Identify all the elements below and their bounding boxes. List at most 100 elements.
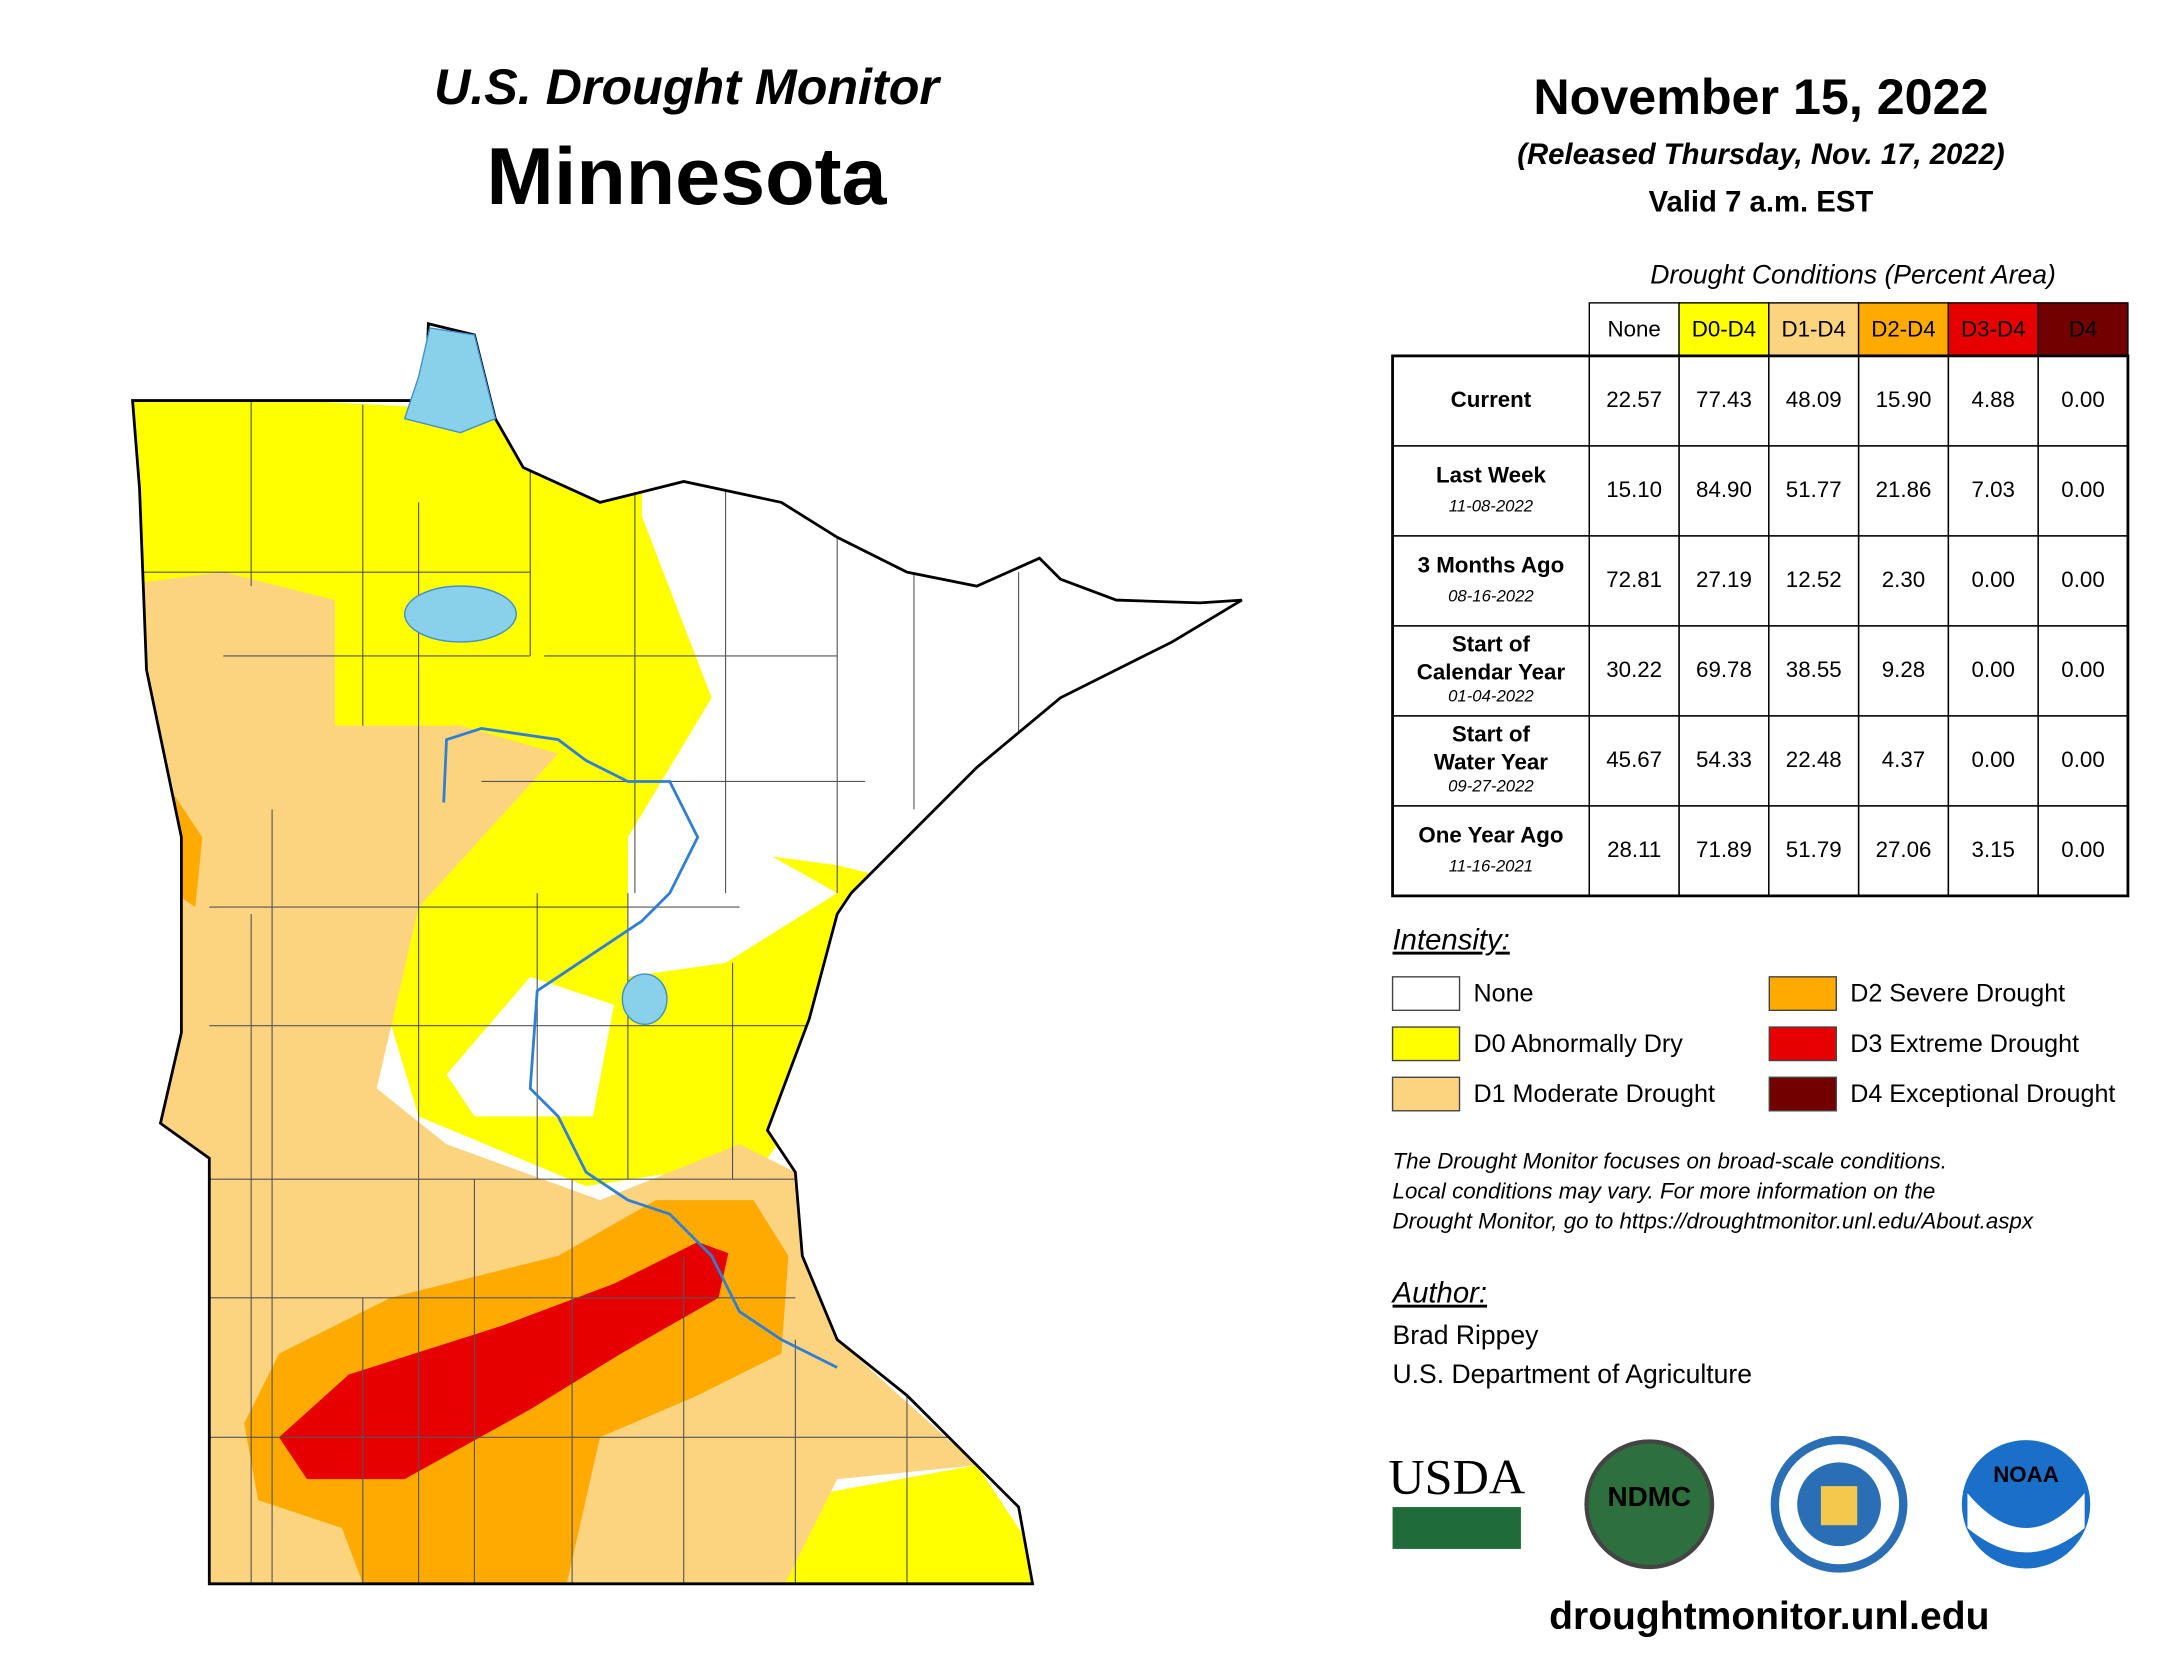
author: Brad Rippey U.S. Department of Agricultur…: [1393, 1320, 1752, 1389]
table-value: 0.00: [1972, 657, 2015, 682]
map: [131, 322, 1243, 1586]
column-header: None: [1608, 317, 1661, 342]
legend-label: D2 Severe Drought: [1850, 980, 2065, 1008]
column-header: D4: [2069, 317, 2098, 342]
legend-swatch: [1768, 976, 1837, 1012]
column-header-cell: [1768, 302, 1860, 357]
row-label: Start of Water Year: [1434, 721, 1548, 774]
table-value: 0.00: [2061, 387, 2104, 412]
d0-area: [781, 1465, 1061, 1584]
note-line: Drought Monitor, go to https://droughtmo…: [1393, 1208, 2034, 1233]
state-outline: [131, 322, 1243, 1586]
table-value: 77.43: [1696, 387, 1752, 412]
drought-areas: [132, 323, 1242, 1584]
notes: The Drought Monitor focuses on broad-sca…: [1393, 1148, 2034, 1233]
table-value: 0.00: [2061, 657, 2104, 682]
usda-logo-band: [1392, 1507, 1521, 1549]
table-value: 45.67: [1606, 747, 1662, 772]
column-header: D2-D4: [1871, 317, 1935, 342]
table-value: 9.28: [1882, 657, 1925, 682]
valid-time: Valid 7 a.m. EST: [1649, 186, 1874, 219]
none-area: [446, 976, 614, 1117]
row-date: 01-04-2022: [1448, 686, 1534, 705]
legend-swatch: [1768, 1026, 1837, 1062]
table-value: 30.22: [1606, 657, 1662, 682]
table-value: 4.88: [1972, 387, 2015, 412]
note-line: The Drought Monitor focuses on broad-sca…: [1393, 1148, 1947, 1173]
column-header-cell: [1947, 302, 2039, 357]
table-value: 27.19: [1696, 567, 1752, 592]
table-value: 0.00: [1972, 747, 2015, 772]
column-header: D0-D4: [1692, 317, 1756, 342]
author-line: Brad Rippey: [1393, 1320, 1540, 1350]
author-line: U.S. Department of Agriculture: [1393, 1359, 1752, 1389]
author-title: Author:: [1391, 1277, 1487, 1310]
table-value: 84.90: [1696, 477, 1752, 502]
title: U.S. Drought Monitor: [434, 59, 941, 115]
row-date: 11-08-2022: [1449, 497, 1534, 516]
legend-label: D0 Abnormally Dry: [1473, 1030, 1683, 1058]
lakes: [403, 327, 668, 1025]
legend: Intensity: None D0 Abnormally Dry D1 Moder…: [1391, 924, 2115, 1112]
table-value: 54.33: [1696, 747, 1752, 772]
table-value: 0.00: [2061, 477, 2104, 502]
legend-label: D1 Moderate Drought: [1473, 1080, 1714, 1108]
table-value: 22.48: [1786, 747, 1842, 772]
table-value: 38.55: [1786, 657, 1842, 682]
table-value: 0.00: [2061, 747, 2104, 772]
row-label: 3 Months Ago: [1418, 552, 1565, 577]
row-date: 11-16-2021: [1449, 857, 1533, 876]
table-value: 0.00: [1972, 567, 2015, 592]
table-value: 12.52: [1786, 567, 1842, 592]
column-header-cell: [1678, 302, 1770, 357]
table-value: 4.37: [1882, 747, 1925, 772]
row-label-cell: [1391, 805, 1590, 897]
website-url[interactable]: droughtmonitor.unl.edu: [1549, 1595, 1989, 1638]
table-value: 28.11: [1607, 837, 1661, 862]
doc-logo-shield: [1820, 1486, 1858, 1526]
table-value: 51.79: [1786, 837, 1842, 862]
table-value: 2.30: [1882, 567, 1925, 592]
d3-area: [279, 1241, 729, 1480]
table-value: 21.86: [1876, 477, 1932, 502]
map-date: November 15, 2022: [1533, 69, 1988, 125]
row-label: Last Week: [1436, 462, 1547, 487]
row-label-cell: [1391, 445, 1590, 537]
row-date: 08-16-2022: [1448, 587, 1534, 606]
conditions-table: None D0-D4 D1-D4 D2-D4 D3-D4 D4 Current 22.57 77…: [1391, 302, 2130, 898]
table-value: 3.15: [1972, 837, 2015, 862]
legend-label: None: [1473, 980, 1533, 1008]
column-header-cell: [1857, 302, 1950, 357]
table-value: 72.81: [1606, 567, 1662, 592]
river: [442, 727, 838, 1369]
legend-swatch: [1391, 1026, 1461, 1062]
row-label-cell: [1391, 535, 1590, 627]
table-caption: Drought Conditions (Percent Area): [1650, 259, 2056, 289]
logos: USDA NDMC NOAA: [1388, 1435, 2091, 1573]
legend-label: D4 Exceptional Drought: [1850, 1080, 2115, 1108]
ndmc-logo-circle: [1584, 1439, 1715, 1570]
legend-swatch: [1391, 1076, 1461, 1112]
table-value: 27.06: [1876, 837, 1932, 862]
usda-logo: USDA: [1388, 1448, 1525, 1504]
release-date: (Released Thursday, Nov. 17, 2022): [1517, 138, 2004, 171]
note-line: Local conditions may vary. For more info…: [1393, 1178, 1936, 1203]
row-label: Start of Calendar Year: [1417, 631, 1566, 684]
ndmc-logo: NDMC: [1607, 1481, 1691, 1512]
table-value: 48.09: [1786, 387, 1842, 412]
state-name: Minnesota: [486, 132, 887, 222]
county-lines: [139, 400, 1020, 1584]
legend-swatch: [1391, 976, 1461, 1012]
none-area: [627, 830, 838, 977]
row-date: 09-27-2022: [1448, 776, 1534, 795]
legend-label: D3 Extreme Drought: [1850, 1030, 2079, 1058]
table-value: 0.00: [2061, 567, 2104, 592]
table-value: 51.77: [1786, 477, 1842, 502]
column-header: D1-D4: [1781, 317, 1845, 342]
table-value: 7.03: [1972, 477, 2015, 502]
table-outline: [1391, 354, 2130, 898]
table-value: 0.00: [2061, 837, 2104, 862]
noaa-logo-wave: [1967, 1493, 2085, 1553]
